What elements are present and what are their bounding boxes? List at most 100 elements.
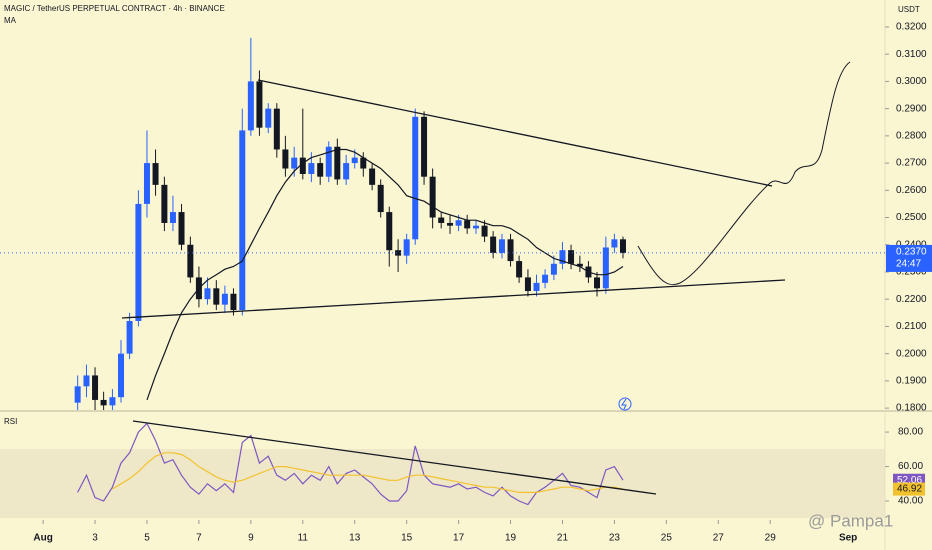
candle-body bbox=[273, 108, 280, 150]
candle-body bbox=[83, 375, 90, 387]
x-tick-label: Aug bbox=[33, 533, 52, 544]
moving-average bbox=[146, 148, 624, 401]
x-tick-label: 3 bbox=[92, 533, 98, 544]
y-tick-label: 0.2800 bbox=[896, 130, 927, 141]
candle-body bbox=[221, 293, 228, 305]
rsi-line bbox=[112, 452, 624, 493]
y-tick-label: 0.2600 bbox=[896, 185, 927, 196]
candle-body bbox=[524, 277, 531, 292]
rsi-label: RSI bbox=[4, 417, 17, 426]
rsi-trendline bbox=[132, 420, 657, 495]
candle-body bbox=[178, 212, 185, 245]
candle-body bbox=[386, 212, 393, 251]
rsi-tick-label: 80.00 bbox=[898, 427, 923, 438]
candle-body bbox=[152, 163, 159, 185]
candle-body bbox=[143, 163, 150, 204]
candle-body bbox=[438, 217, 445, 223]
candle-body bbox=[161, 184, 168, 223]
y-tick-label: 0.3000 bbox=[896, 76, 927, 87]
indicator-label: MA bbox=[4, 16, 17, 25]
candle-body bbox=[619, 239, 626, 253]
last-price-label: 0.2370 bbox=[896, 247, 927, 258]
candle-body bbox=[92, 375, 99, 400]
candle-body bbox=[239, 130, 246, 311]
y-tick-label: 0.2000 bbox=[896, 348, 927, 359]
x-tick-label: 11 bbox=[298, 533, 309, 544]
candle-body bbox=[421, 116, 428, 177]
event-bolt bbox=[621, 398, 627, 410]
candle-body bbox=[369, 168, 376, 185]
candle-body bbox=[74, 386, 81, 403]
candle-body bbox=[602, 247, 609, 289]
x-tick-label: 5 bbox=[144, 533, 150, 544]
axes: 0.1800 0.1900 0.2000 0.2100 0.2200 0.2300 0.24… bbox=[33, 22, 932, 544]
candle-body bbox=[291, 157, 298, 169]
candle-body bbox=[412, 116, 419, 240]
candle-body bbox=[256, 81, 263, 128]
y-tick-label: 0.2900 bbox=[896, 103, 927, 114]
candle-body bbox=[611, 239, 618, 248]
candle-body bbox=[447, 222, 454, 226]
x-tick-label: Sep bbox=[839, 533, 857, 544]
y-tick-label: 0.2400 bbox=[896, 239, 927, 250]
candle-body bbox=[351, 157, 358, 164]
candle-body bbox=[559, 250, 566, 264]
upper-trendline bbox=[257, 79, 773, 187]
candle-body bbox=[100, 399, 107, 406]
y-tick-label: 0.1800 bbox=[896, 403, 927, 414]
x-tick-label: 13 bbox=[349, 533, 361, 544]
rsi-tick-label: 60.00 bbox=[898, 461, 923, 472]
x-tick-label: 27 bbox=[713, 533, 725, 544]
x-tick-label: 15 bbox=[401, 533, 413, 544]
candle-body bbox=[299, 157, 306, 174]
rsi-value-box bbox=[893, 482, 925, 496]
candle-body bbox=[507, 239, 514, 262]
candle-body bbox=[516, 261, 523, 278]
price-pane bbox=[0, 37, 885, 410]
candle-body bbox=[360, 157, 367, 169]
candle-body bbox=[550, 263, 557, 275]
last-price-box bbox=[886, 244, 932, 272]
candle-body bbox=[282, 149, 289, 169]
rsi-value-label: 46.92 bbox=[897, 484, 922, 495]
candle-body bbox=[472, 225, 479, 229]
x-tick-label: 23 bbox=[609, 533, 621, 544]
candle-body bbox=[455, 220, 462, 226]
candle-body bbox=[490, 236, 497, 253]
y-tick-label: 0.3200 bbox=[896, 22, 927, 33]
rsi-pane bbox=[77, 422, 624, 506]
candle-body bbox=[204, 288, 211, 300]
candle-body bbox=[533, 282, 540, 292]
candle-body bbox=[118, 353, 125, 398]
y-tick-label: 0.2300 bbox=[896, 267, 927, 278]
x-tick-label: 25 bbox=[661, 533, 673, 544]
candle-body bbox=[429, 176, 436, 218]
candle-body bbox=[230, 293, 237, 311]
x-tick-label: 29 bbox=[765, 533, 777, 544]
candle-body bbox=[334, 146, 341, 180]
candle-body bbox=[377, 184, 384, 213]
y-tick-label: 0.2700 bbox=[896, 158, 927, 169]
candle-body bbox=[481, 225, 488, 237]
candle-body bbox=[568, 250, 575, 264]
y-tick-label: 0.1900 bbox=[896, 376, 927, 387]
y-tick-label: 0.2200 bbox=[896, 294, 927, 305]
candle-body bbox=[109, 397, 116, 406]
candle-body bbox=[594, 277, 601, 289]
candle-body bbox=[265, 108, 272, 128]
candle-body bbox=[576, 263, 583, 267]
projection-path bbox=[637, 61, 851, 286]
x-tick-label: 9 bbox=[248, 533, 254, 544]
rsi-line bbox=[77, 422, 624, 506]
chart-title: MAGIC / TetherUS PERPETUAL CONTRACT · 4h… bbox=[4, 4, 225, 13]
candle-body bbox=[135, 203, 142, 321]
candle-body bbox=[213, 288, 220, 305]
event-icon[interactable] bbox=[618, 397, 632, 411]
watermark: @ Pampa1 bbox=[808, 511, 893, 530]
x-tick-label: 19 bbox=[505, 533, 517, 544]
candle-body bbox=[343, 163, 350, 180]
lower-trendline bbox=[121, 279, 786, 319]
candle-body bbox=[403, 239, 410, 256]
